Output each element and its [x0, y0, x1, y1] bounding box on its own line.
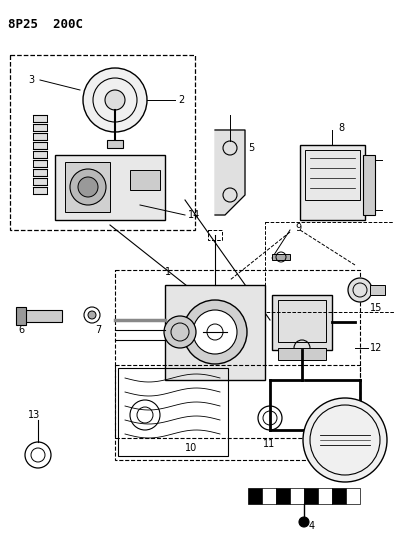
Bar	[33, 178, 47, 185]
Circle shape	[193, 310, 237, 354]
Bar	[304, 488, 318, 504]
Text: 6: 6	[18, 325, 24, 335]
Bar	[33, 160, 47, 167]
Circle shape	[303, 398, 387, 482]
Text: 4: 4	[309, 521, 315, 531]
Circle shape	[105, 90, 125, 110]
Bar	[278, 348, 326, 360]
Text: 12: 12	[370, 343, 382, 353]
Bar	[272, 295, 332, 350]
Bar	[346, 488, 360, 504]
Bar	[115, 270, 360, 438]
Circle shape	[88, 311, 96, 319]
Bar	[370, 285, 385, 295]
Bar	[55, 155, 165, 220]
Circle shape	[183, 300, 247, 364]
Text: 14: 14	[188, 210, 200, 220]
Bar	[332, 488, 346, 504]
Bar	[208, 230, 222, 240]
Text: 7: 7	[95, 325, 101, 335]
Bar	[10, 55, 195, 230]
Text: 10: 10	[185, 443, 197, 453]
Bar	[33, 142, 47, 149]
Bar	[363, 155, 375, 215]
Bar	[33, 151, 47, 158]
Text: 2: 2	[178, 95, 184, 105]
Text: 15: 15	[370, 303, 382, 313]
Bar	[265, 222, 394, 312]
Bar	[65, 162, 110, 212]
Bar	[248, 488, 262, 504]
Bar	[305, 150, 360, 200]
Bar	[33, 133, 47, 140]
Bar	[272, 254, 290, 260]
Text: 1: 1	[165, 267, 171, 277]
Bar	[115, 365, 360, 460]
Bar	[130, 170, 160, 190]
Text: 8P25  200C: 8P25 200C	[8, 18, 83, 31]
Bar	[33, 169, 47, 176]
Text: 5: 5	[248, 143, 254, 153]
Bar	[107, 140, 123, 148]
Text: 11: 11	[263, 439, 275, 449]
Bar	[16, 307, 26, 325]
Text: 9: 9	[295, 223, 301, 233]
Bar	[33, 124, 47, 131]
Bar	[262, 488, 276, 504]
Bar	[22, 310, 62, 322]
Bar	[33, 187, 47, 194]
Polygon shape	[215, 130, 245, 215]
Bar	[276, 488, 290, 504]
Bar	[118, 368, 228, 456]
Bar	[290, 488, 304, 504]
Circle shape	[164, 316, 196, 348]
Circle shape	[70, 169, 106, 205]
Bar	[165, 285, 265, 380]
Bar	[318, 488, 332, 504]
Circle shape	[299, 517, 309, 527]
Bar	[278, 300, 326, 342]
Bar	[33, 115, 47, 122]
Bar	[300, 145, 365, 220]
Circle shape	[348, 278, 372, 302]
Circle shape	[83, 68, 147, 132]
Text: 8: 8	[338, 123, 344, 133]
Text: 13: 13	[28, 410, 40, 420]
Text: 3: 3	[28, 75, 34, 85]
Circle shape	[78, 177, 98, 197]
